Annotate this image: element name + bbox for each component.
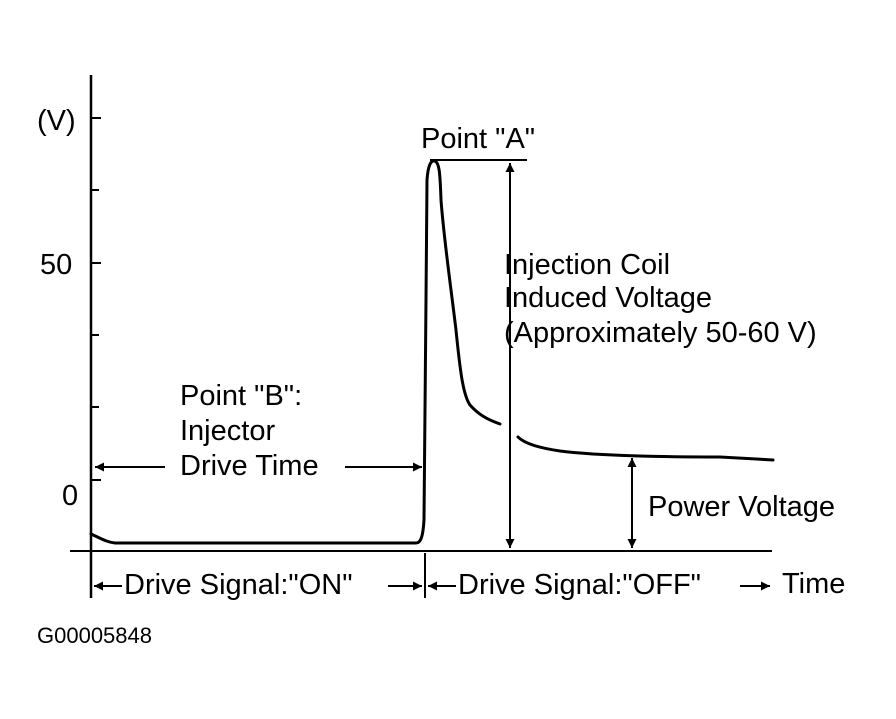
- y-tick-label-50: 50: [40, 249, 72, 281]
- voltage-waveform: [89, 159, 502, 545]
- point-b-label-line3: Drive Time: [180, 450, 319, 482]
- induced-voltage-label-line1: Injection Coil: [504, 249, 670, 281]
- voltage-waveform-tail: [516, 435, 775, 462]
- induced-voltage-label-line2: Induced Voltage: [504, 282, 712, 314]
- induced-voltage-label-line3: (Approximately 50-60 V): [504, 317, 817, 349]
- power-voltage-label: Power Voltage: [648, 491, 835, 523]
- point-b-label-line2: Injector: [180, 415, 275, 447]
- point-a-label: Point "A": [421, 123, 535, 155]
- y-tick-label-0: 0: [62, 480, 78, 512]
- y-axis-ticks: [91, 117, 101, 481]
- figure-id: G00005848: [37, 623, 152, 648]
- drive-signal-on-label: Drive Signal:"ON": [124, 569, 353, 601]
- point-b-label-line1: Point "B":: [180, 380, 302, 412]
- time-axis-label: Time: [782, 568, 845, 600]
- y-axis-unit-label: (V): [37, 105, 76, 137]
- drive-signal-off-label: Drive Signal:"OFF": [458, 569, 701, 601]
